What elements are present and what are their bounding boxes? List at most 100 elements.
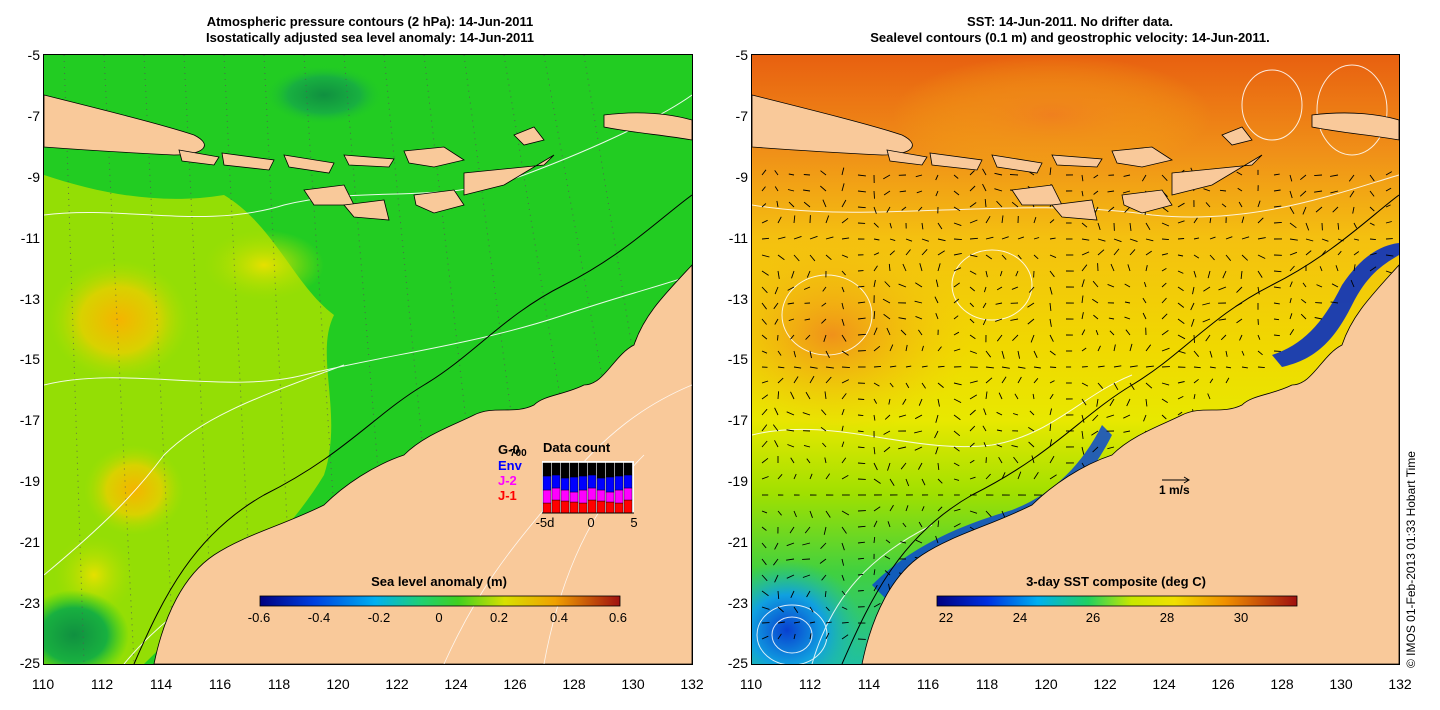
velocity-vector	[1123, 430, 1131, 433]
data-count-bar-segment	[605, 476, 615, 493]
velocity-vector	[1129, 222, 1132, 231]
velocity-vector	[1010, 318, 1019, 321]
data-count-bar-segment	[578, 462, 588, 477]
sla-colorbar-tick: 0	[435, 610, 443, 625]
data-count-bar-segment	[560, 462, 570, 479]
velocity-vector	[899, 190, 907, 193]
velocity-vector	[921, 222, 924, 230]
velocity-vector	[1273, 302, 1280, 305]
velocity-vector	[777, 236, 786, 240]
velocity-vector	[985, 236, 994, 240]
data-count-bar-segment	[587, 487, 597, 501]
velocity-vector	[1203, 188, 1211, 192]
velocity-vector	[1177, 302, 1185, 308]
y-tick-label: -9	[27, 169, 40, 185]
velocity-vector	[953, 206, 961, 212]
velocity-vector	[1305, 238, 1314, 242]
velocity-vector	[1193, 394, 1196, 400]
x-tick-label: 118	[267, 676, 291, 692]
velocity-vector	[793, 235, 802, 240]
velocity-vector	[1129, 382, 1135, 390]
y-tick-label: -19	[19, 473, 40, 489]
imos-credit: © IMOS 01-Feb-2013 01:33 Hobart Time	[1404, 451, 1418, 668]
data-count-bar-segment	[596, 462, 606, 479]
velocity-vector	[1049, 393, 1054, 400]
velocity-vector	[982, 318, 987, 326]
data-count-tick: 0	[587, 515, 595, 530]
velocity-vector	[809, 510, 813, 518]
velocity-vector	[1143, 281, 1147, 288]
velocity-vector	[1193, 217, 1198, 224]
y-tick-label: -7	[27, 108, 40, 124]
velocity-vector	[1289, 190, 1293, 199]
velocity-vector	[793, 510, 797, 518]
velocity-vector	[1092, 280, 1099, 288]
velocity-vector	[1193, 378, 1199, 384]
velocity-vector	[883, 446, 891, 453]
data-count-bar-segment	[614, 475, 624, 491]
velocity-vector	[793, 473, 797, 480]
velocity-vector	[1033, 378, 1039, 384]
velocity-vector	[1205, 202, 1211, 208]
velocity-vector	[1145, 250, 1152, 256]
velocity-vector	[802, 542, 811, 546]
velocity-vector	[1093, 190, 1099, 195]
velocity-vector	[761, 334, 768, 340]
velocity-vector	[935, 190, 939, 197]
velocity-vector	[841, 558, 845, 566]
velocity-vector	[1015, 270, 1019, 277]
velocity-vector	[1109, 330, 1115, 336]
velocity-vector	[761, 635, 769, 640]
left-title-line1: Atmospheric pressure contours (2 hPa): 1…	[206, 14, 534, 29]
velocity-vector	[985, 366, 994, 369]
velocity-vector	[761, 526, 767, 531]
sea-level-anomaly-map[interactable]	[43, 54, 693, 665]
x-tick-label: 120	[1034, 676, 1058, 692]
velocity-vector	[1033, 350, 1038, 358]
sla-high-anomaly	[84, 445, 184, 535]
velocity-vector	[1001, 236, 1009, 240]
velocity-vector	[1241, 236, 1250, 240]
velocity-vector	[1177, 334, 1186, 340]
velocity-vector	[1091, 430, 1099, 436]
velocity-vector	[841, 286, 845, 293]
velocity-vector	[774, 286, 779, 295]
velocity-vector	[1273, 270, 1282, 273]
velocity-vector	[969, 254, 978, 258]
velocity-vector	[857, 541, 865, 544]
velocity-vector	[1141, 174, 1147, 182]
sst-colorbar-tick: 30	[1233, 610, 1249, 625]
velocity-vector	[761, 408, 768, 416]
velocity-vector	[873, 382, 880, 387]
velocity-vector	[761, 186, 766, 192]
data-count-bar-segment	[596, 500, 606, 514]
velocity-vector	[1299, 190, 1307, 197]
velocity-vector	[1027, 302, 1035, 308]
velocity-vector	[825, 632, 830, 640]
velocity-vector	[1081, 329, 1086, 336]
velocity-vector	[1257, 334, 1261, 340]
velocity-vector	[919, 263, 923, 272]
sst-map[interactable]	[751, 54, 1400, 665]
velocity-vector	[1302, 282, 1307, 288]
velocity-vector	[898, 283, 907, 288]
velocity-vector	[953, 508, 961, 512]
y-tick-label: -11	[20, 230, 40, 246]
velocity-vector	[1123, 174, 1131, 177]
velocity-vector	[793, 606, 799, 614]
velocity-vector	[1385, 254, 1394, 257]
velocity-vector	[1209, 217, 1212, 224]
velocity-vector	[841, 366, 850, 369]
velocity-vector	[1017, 376, 1022, 384]
velocity-vector	[1161, 268, 1167, 272]
velocity-vector	[1029, 410, 1035, 416]
velocity-vector	[841, 621, 849, 624]
x-tick-label: 110	[31, 676, 55, 692]
velocity-vector	[1177, 381, 1185, 384]
velocity-vector	[937, 238, 946, 242]
y-tick-label: -11	[728, 230, 748, 246]
velocity-vector	[820, 426, 827, 432]
y-tick-label: -21	[727, 534, 748, 550]
velocity-vector	[1331, 283, 1339, 288]
velocity-vector	[1369, 206, 1375, 212]
